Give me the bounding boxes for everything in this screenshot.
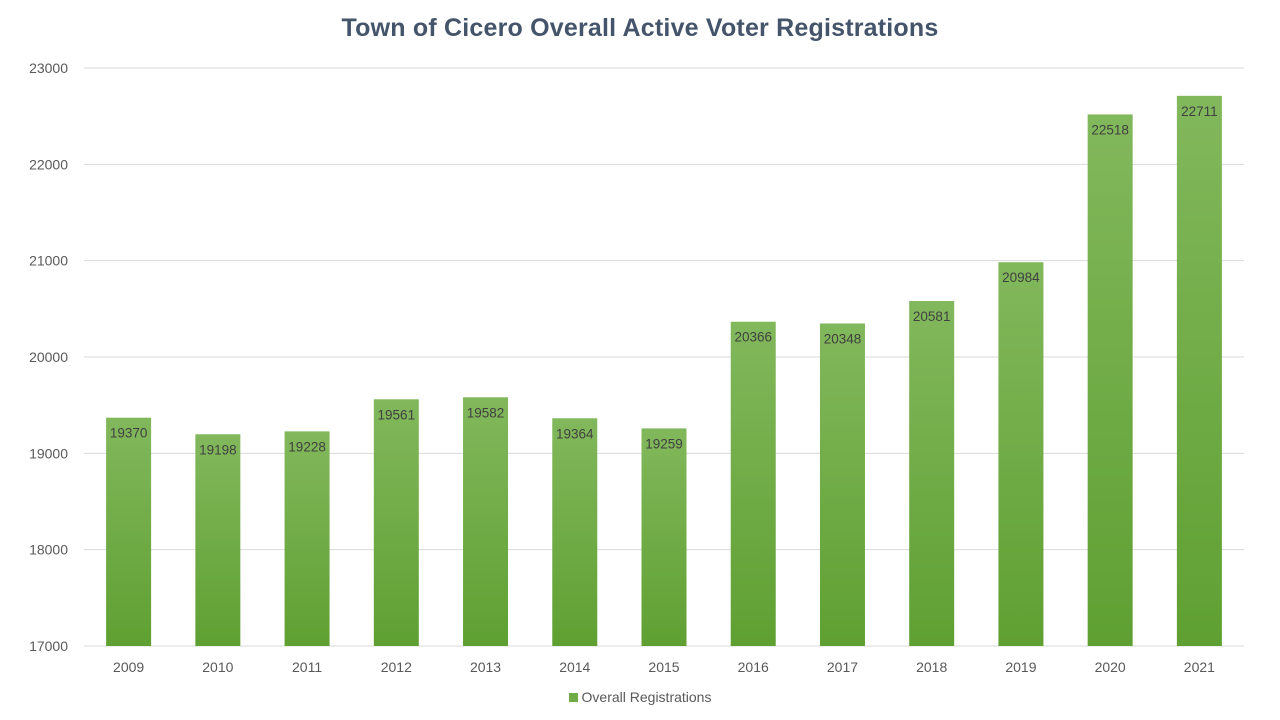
legend-swatch <box>568 692 578 702</box>
data-label: 19259 <box>645 436 683 451</box>
bar <box>730 321 776 646</box>
y-tick-label: 19000 <box>29 445 68 461</box>
y-tick-label: 22000 <box>29 156 68 172</box>
data-label: 20366 <box>734 330 772 345</box>
data-labels: 19370 19198 19228 19561 19582 19364 19259 20366… <box>110 104 1218 457</box>
bar <box>998 262 1044 646</box>
bar <box>552 418 598 646</box>
bar <box>373 399 419 646</box>
data-label: 19228 <box>288 439 326 454</box>
legend-label: Overall Registrations <box>581 689 712 705</box>
bars <box>106 95 1222 646</box>
y-tick-label: 17000 <box>29 638 68 654</box>
bar <box>1176 95 1222 646</box>
bar <box>195 434 241 646</box>
data-label: 20348 <box>824 331 862 346</box>
x-tick-label: 2013 <box>470 659 501 675</box>
x-tick-label: 2012 <box>381 659 412 675</box>
x-tick-label: 2015 <box>648 659 679 675</box>
data-label: 22518 <box>1091 122 1129 137</box>
y-tick-label: 18000 <box>29 542 68 558</box>
data-label: 19370 <box>110 426 148 441</box>
x-tick-label: 2014 <box>559 659 590 675</box>
bar <box>641 428 687 646</box>
x-tick-label: 2019 <box>1005 659 1036 675</box>
y-tick-label: 23000 <box>29 60 68 76</box>
y-tick-label: 20000 <box>29 349 68 365</box>
bar <box>819 323 865 646</box>
x-tick-label: 2011 <box>292 659 322 675</box>
bar <box>1087 114 1133 646</box>
x-tick-label: 2009 <box>113 659 144 675</box>
x-tick-label: 2017 <box>827 659 858 675</box>
x-tick-label: 2016 <box>738 659 769 675</box>
bar <box>284 431 330 646</box>
data-label: 22711 <box>1181 104 1218 119</box>
data-label: 20984 <box>1002 270 1040 285</box>
y-axis: 17000 18000 19000 20000 21000 22000 23000 <box>29 60 68 654</box>
data-label: 19561 <box>378 407 416 422</box>
chart-title: Town of Cicero Overall Active Voter Regi… <box>341 14 939 42</box>
legend: Overall Registrations <box>0 689 1280 705</box>
data-label: 19364 <box>556 426 594 441</box>
y-tick-label: 21000 <box>29 253 68 269</box>
bar <box>463 397 509 646</box>
data-label: 19198 <box>199 442 237 457</box>
x-tick-label: 2020 <box>1095 659 1126 675</box>
x-tick-label: 2018 <box>916 659 947 675</box>
x-tick-label: 2010 <box>202 659 233 675</box>
data-label: 19582 <box>467 405 505 420</box>
x-axis: 2009 2010 2011 2012 2013 2014 2015 2016 2017 2018… <box>113 659 1215 675</box>
data-label: 20581 <box>913 309 951 324</box>
bar <box>106 417 152 646</box>
x-tick-label: 2021 <box>1184 659 1215 675</box>
bar <box>909 301 955 646</box>
